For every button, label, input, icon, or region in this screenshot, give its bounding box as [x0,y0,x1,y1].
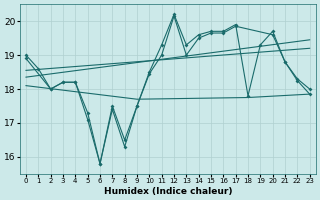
X-axis label: Humidex (Indice chaleur): Humidex (Indice chaleur) [104,187,232,196]
